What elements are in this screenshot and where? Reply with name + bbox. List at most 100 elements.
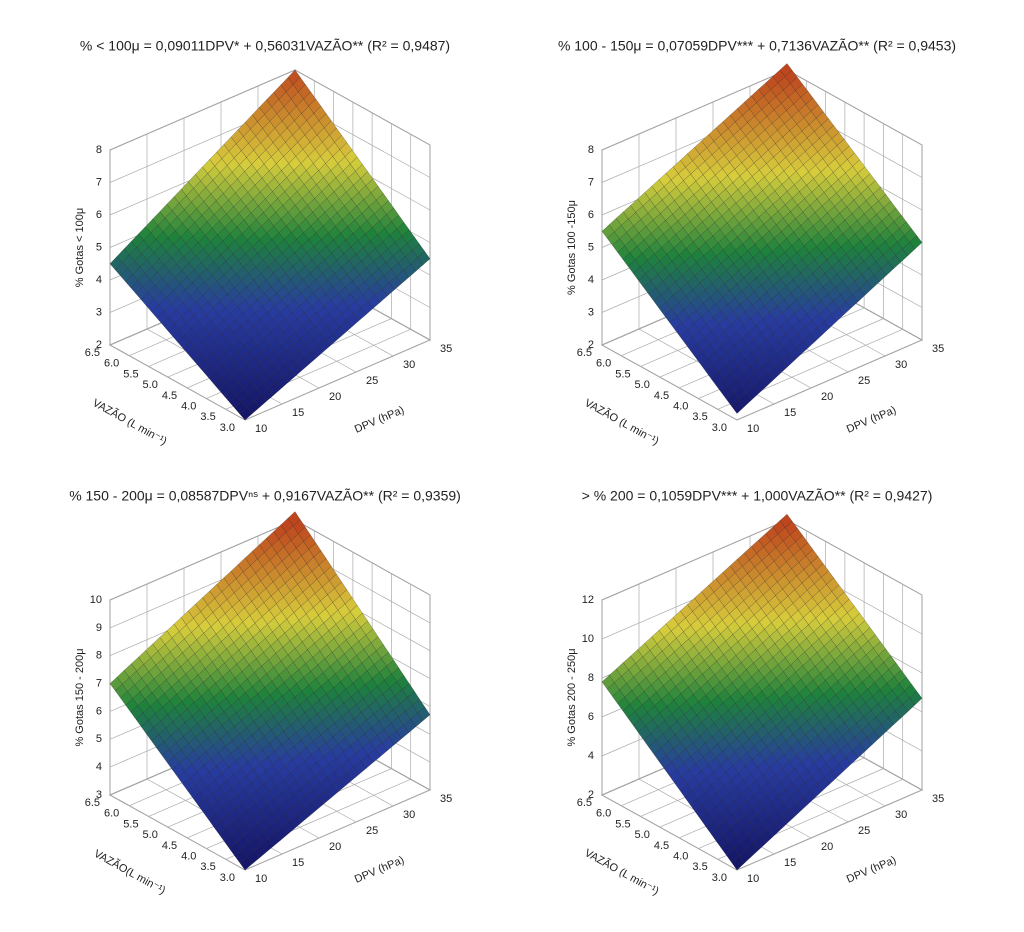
z-tick-label: 10 xyxy=(90,594,102,606)
x-tick-label: 4.0 xyxy=(673,400,688,412)
z-axis-label: % Gotas 150 - 200μ xyxy=(74,648,86,746)
surface xyxy=(109,511,431,871)
y-tick-label: 25 xyxy=(858,825,870,837)
x-axis-label: VAZÃO (L min⁻¹) xyxy=(582,396,661,448)
z-tick-label: 6 xyxy=(588,711,594,723)
chart-title: % 100 - 150μ = 0,07059DPV*** + 0,7136VAZ… xyxy=(558,38,956,54)
z-axis-label: % Gotas < 100μ xyxy=(74,208,86,287)
y-tick-label: 35 xyxy=(932,793,944,805)
x-tick-label: 3.0 xyxy=(220,872,235,884)
x-tick-label: 6.5 xyxy=(85,797,100,809)
z-tick-label: 5 xyxy=(96,733,102,745)
x-tick-label: 5.0 xyxy=(143,379,158,391)
z-tick-label: 9 xyxy=(96,622,102,634)
x-tick-label: 4.5 xyxy=(654,390,669,402)
x-tick-label: 6.5 xyxy=(85,347,100,359)
y-tick-label: 35 xyxy=(440,343,452,355)
z-tick-label: 3 xyxy=(96,306,102,318)
x-tick-label: 4.0 xyxy=(181,400,196,412)
y-tick-label: 30 xyxy=(895,359,907,371)
y-tick-label: 15 xyxy=(292,407,304,419)
y-tick-label: 20 xyxy=(821,391,833,403)
y-tick-label: 20 xyxy=(329,391,341,403)
y-tick-label: 25 xyxy=(858,375,870,387)
z-tick-label: 2 xyxy=(588,789,594,801)
z-tick-label: 10 xyxy=(582,633,594,645)
z-tick-label: 2 xyxy=(588,339,594,351)
z-tick-label: 6 xyxy=(96,209,102,221)
x-tick-label: 5.5 xyxy=(615,818,630,830)
x-tick-label: 6.5 xyxy=(577,797,592,809)
x-tick-label: 4.5 xyxy=(162,390,177,402)
chart-title: % 150 - 200μ = 0,08587DPVⁿˢ + 0,9167VAZÃ… xyxy=(69,488,461,504)
surface xyxy=(109,69,431,421)
x-tick-label: 3.5 xyxy=(692,861,707,873)
x-tick-label: 5.0 xyxy=(143,829,158,841)
x-tick-label: 5.0 xyxy=(635,379,650,391)
surface-cell xyxy=(239,407,253,421)
panel: % 150 - 200μ = 0,08587DPVⁿˢ + 0,9167VAZÃ… xyxy=(69,488,461,897)
x-tick-label: 3.5 xyxy=(692,411,707,423)
x-tick-label: 6.5 xyxy=(577,347,592,359)
y-tick-label: 15 xyxy=(784,407,796,419)
x-tick-label: 3.0 xyxy=(712,872,727,884)
z-tick-label: 4 xyxy=(588,274,594,286)
y-tick-label: 15 xyxy=(292,857,304,869)
z-tick-label: 4 xyxy=(96,274,102,286)
y-tick-label: 30 xyxy=(895,809,907,821)
z-tick-label: 6 xyxy=(588,209,594,221)
z-tick-label: 3 xyxy=(96,789,102,801)
y-tick-label: 10 xyxy=(747,423,759,435)
x-tick-label: 6.0 xyxy=(104,808,119,820)
z-tick-label: 7 xyxy=(96,176,102,188)
y-axis-label: DPV (hPa) xyxy=(845,854,898,886)
z-tick-label: 4 xyxy=(96,761,102,773)
z-tick-label: 3 xyxy=(588,306,594,318)
z-tick-label: 8 xyxy=(96,650,102,662)
x-tick-label: 5.5 xyxy=(615,368,630,380)
z-tick-label: 8 xyxy=(588,672,594,684)
x-tick-label: 3.5 xyxy=(200,411,215,423)
x-tick-label: 3.0 xyxy=(220,422,235,434)
x-tick-label: 6.0 xyxy=(596,808,611,820)
x-tick-label: 4.0 xyxy=(181,850,196,862)
y-grid-line xyxy=(601,600,738,871)
y-axis-label: DPV (hPa) xyxy=(845,404,898,436)
y-tick-label: 20 xyxy=(329,841,341,853)
y-axis-label: DPV (hPa) xyxy=(353,404,406,436)
y-tick-label: 10 xyxy=(255,873,267,885)
x-axis-label: VAZÃO (L min⁻¹) xyxy=(90,396,169,448)
y-tick-label: 30 xyxy=(403,359,415,371)
x-tick-label: 4.0 xyxy=(673,850,688,862)
y-tick-label: 35 xyxy=(932,343,944,355)
y-tick-label: 10 xyxy=(255,423,267,435)
z-tick-label: 5 xyxy=(96,241,102,253)
x-tick-label: 3.0 xyxy=(712,422,727,434)
y-tick-label: 10 xyxy=(747,873,759,885)
y-grid-line xyxy=(109,150,246,421)
surface-cell xyxy=(731,399,745,414)
y-tick-label: 25 xyxy=(366,825,378,837)
x-tick-label: 5.5 xyxy=(123,818,138,830)
panel: % < 100μ = 0,09011DPV* + 0,56031VAZÃO** … xyxy=(74,38,452,448)
z-tick-label: 2 xyxy=(96,339,102,351)
panel: % 100 - 150μ = 0,07059DPV*** + 0,7136VAZ… xyxy=(558,38,956,448)
surface xyxy=(601,63,923,414)
y-tick-label: 30 xyxy=(403,809,415,821)
x-tick-label: 6.0 xyxy=(596,358,611,370)
x-tick-label: 4.5 xyxy=(162,840,177,852)
y-tick-label: 15 xyxy=(784,857,796,869)
z-tick-label: 7 xyxy=(96,677,102,689)
z-tick-label: 12 xyxy=(582,594,594,606)
z-axis-label: % Gotas 100 -150μ xyxy=(566,200,578,295)
z-tick-label: 7 xyxy=(588,176,594,188)
z-tick-label: 8 xyxy=(96,144,102,156)
z-tick-label: 8 xyxy=(588,144,594,156)
x-tick-label: 4.5 xyxy=(654,840,669,852)
z-tick-label: 4 xyxy=(588,750,594,762)
z-tick-label: 5 xyxy=(588,241,594,253)
x-tick-label: 6.0 xyxy=(104,358,119,370)
y-grid-line xyxy=(109,600,246,871)
y-tick-label: 25 xyxy=(366,375,378,387)
